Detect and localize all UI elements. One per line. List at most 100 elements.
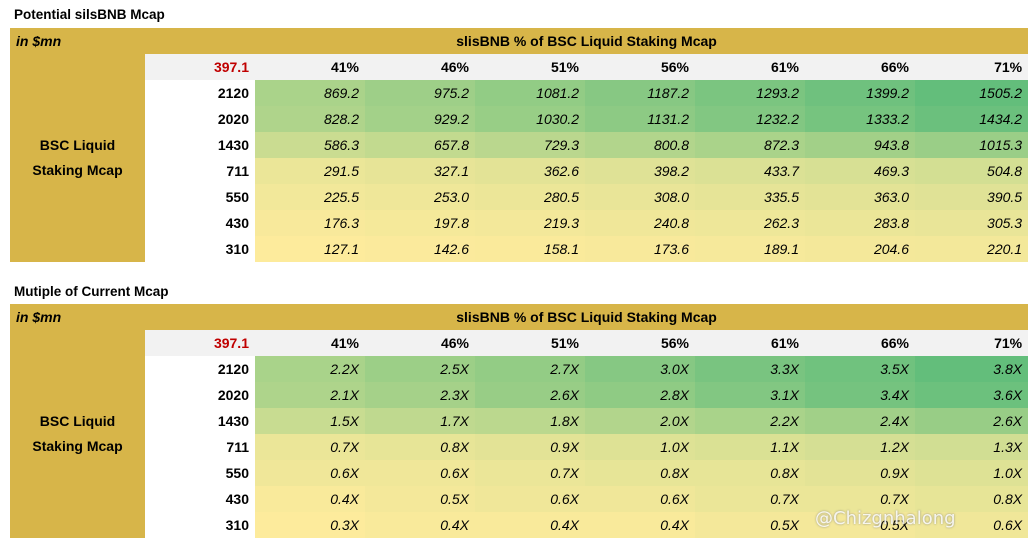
table-cell: 225.5 <box>255 184 365 210</box>
table-cell: 1131.2 <box>585 106 695 132</box>
table-cell: 305.3 <box>915 210 1029 236</box>
table-cell: 0.6X <box>585 486 695 512</box>
table-cell: 308.0 <box>585 184 695 210</box>
watermark: @Chizgnhalong <box>815 508 956 529</box>
table-cell: 0.5X <box>365 486 475 512</box>
table-cell: 362.6 <box>475 158 585 184</box>
table-cell: 0.7X <box>695 486 805 512</box>
table1-row-header: 1430 <box>145 132 255 158</box>
table-row: 310 127.1 142.6 158.1 173.6 189.1 204.6 … <box>10 236 1029 262</box>
table-cell: 872.3 <box>695 132 805 158</box>
table2-unit-note: in $mn <box>10 304 145 330</box>
table1-row-header: 430 <box>145 210 255 236</box>
table2-row-label: BSC Liquid Staking Mcap <box>10 330 145 538</box>
table-cell: 0.8X <box>915 486 1029 512</box>
table-cell: 1.0X <box>585 434 695 460</box>
table2-row-label-line1: BSC Liquid <box>39 413 116 429</box>
table2-col-header: 41% <box>255 330 365 356</box>
table-cell: 1.7X <box>365 408 475 434</box>
table-cell: 390.5 <box>915 184 1029 210</box>
table1-col-header: 41% <box>255 54 365 80</box>
table-cell: 586.3 <box>255 132 365 158</box>
table-cell: 127.1 <box>255 236 365 262</box>
table-cell: 189.1 <box>695 236 805 262</box>
table-cell: 0.7X <box>255 434 365 460</box>
table-cell: 220.1 <box>915 236 1029 262</box>
table-cell: 327.1 <box>365 158 475 184</box>
table-cell: 0.6X <box>255 460 365 486</box>
table-cell: 1.8X <box>475 408 585 434</box>
table-cell: 2.2X <box>695 408 805 434</box>
table-cell: 219.3 <box>475 210 585 236</box>
table-cell: 1.0X <box>915 460 1029 486</box>
table-cell: 1030.2 <box>475 106 585 132</box>
table-cell: 280.5 <box>475 184 585 210</box>
table-row: 550 225.5 253.0 280.5 308.0 335.5 363.0 … <box>10 184 1029 210</box>
table-cell: 1399.2 <box>805 80 915 106</box>
table-cell: 0.9X <box>805 460 915 486</box>
table-cell: 0.4X <box>255 486 365 512</box>
table-cell: 3.4X <box>805 382 915 408</box>
table-cell: 1.3X <box>915 434 1029 460</box>
table1-title: Potential silsBNB Mcap <box>14 7 165 22</box>
table-cell: 2.6X <box>915 408 1029 434</box>
table-cell: 3.0X <box>585 356 695 382</box>
table-cell: 869.2 <box>255 80 365 106</box>
table1-row-label-line1: BSC Liquid <box>39 137 116 153</box>
table-cell: 433.7 <box>695 158 805 184</box>
table-cell: 0.8X <box>585 460 695 486</box>
table-row: 1430 1.5X 1.7X 1.8X 2.0X 2.2X 2.4X 2.6X <box>10 408 1029 434</box>
table-cell: 0.4X <box>585 512 695 538</box>
table-cell: 1187.2 <box>585 80 695 106</box>
table-row: 2120 2.2X 2.5X 2.7X 3.0X 3.3X 3.5X 3.8X <box>10 356 1029 382</box>
table-cell: 1505.2 <box>915 80 1029 106</box>
table-cell: 1293.2 <box>695 80 805 106</box>
table-cell: 469.3 <box>805 158 915 184</box>
table-cell: 0.3X <box>255 512 365 538</box>
table-cell: 0.5X <box>695 512 805 538</box>
table-cell: 943.8 <box>805 132 915 158</box>
table2-base-value: 397.1 <box>145 330 255 356</box>
table-cell: 2.5X <box>365 356 475 382</box>
table-cell: 0.6X <box>915 512 1029 538</box>
table1: in $mn slisBNB % of BSC Liquid Staking M… <box>10 28 1029 262</box>
table1-col-header: 71% <box>915 54 1029 80</box>
table2-row-header: 310 <box>145 512 255 538</box>
table2-row-header: 2020 <box>145 382 255 408</box>
table-cell: 0.5X <box>805 512 915 538</box>
table-cell: 1333.2 <box>805 106 915 132</box>
table-cell: 0.6X <box>475 486 585 512</box>
table-cell: 2.1X <box>255 382 365 408</box>
table2-row-header: 430 <box>145 486 255 512</box>
table1-base-value: 397.1 <box>145 54 255 80</box>
table-cell: 398.2 <box>585 158 695 184</box>
table-cell: 504.8 <box>915 158 1029 184</box>
table-cell: 291.5 <box>255 158 365 184</box>
table2-header: slisBNB % of BSC Liquid Staking Mcap <box>145 304 1029 330</box>
table-cell: 158.1 <box>475 236 585 262</box>
table-row: 2020 2.1X 2.3X 2.6X 2.8X 3.1X 3.4X 3.6X <box>10 382 1029 408</box>
table1-col-header: 51% <box>475 54 585 80</box>
table2-row-label-line2: Staking Mcap <box>32 438 123 454</box>
table1-col-header: 66% <box>805 54 915 80</box>
table-cell: 2.0X <box>585 408 695 434</box>
table2-col-header: 46% <box>365 330 475 356</box>
table-cell: 142.6 <box>365 236 475 262</box>
table-cell: 3.5X <box>805 356 915 382</box>
table-cell: 0.6X <box>365 460 475 486</box>
table-cell: 0.8X <box>365 434 475 460</box>
table-row: 2120 869.2 975.2 1081.2 1187.2 1293.2 13… <box>10 80 1029 106</box>
table2-col-header: 56% <box>585 330 695 356</box>
table-cell: 176.3 <box>255 210 365 236</box>
table1-col-header: 61% <box>695 54 805 80</box>
table-cell: 363.0 <box>805 184 915 210</box>
table-cell: 253.0 <box>365 184 475 210</box>
table-row: 711 0.7X 0.8X 0.9X 1.0X 1.1X 1.2X 1.3X <box>10 434 1029 460</box>
table-cell: 0.9X <box>475 434 585 460</box>
table-cell: 657.8 <box>365 132 475 158</box>
table-cell: 197.8 <box>365 210 475 236</box>
table-row: 2020 828.2 929.2 1030.2 1131.2 1232.2 13… <box>10 106 1029 132</box>
table-cell: 0.4X <box>475 512 585 538</box>
table-cell: 1.5X <box>255 408 365 434</box>
table-cell: 240.8 <box>585 210 695 236</box>
